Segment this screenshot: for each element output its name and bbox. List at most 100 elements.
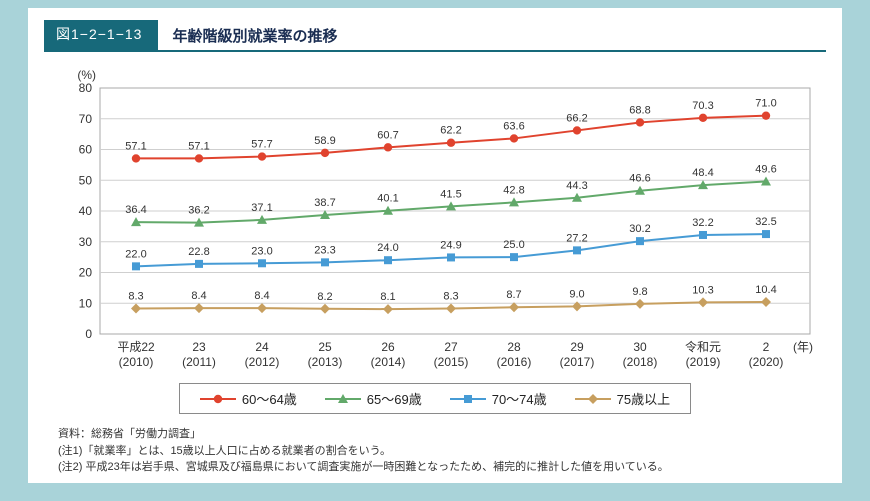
svg-text:20: 20 xyxy=(79,266,93,280)
data-label: 63.6 xyxy=(503,120,524,132)
figure-panel: 図1−2−1−13 年齢階級別就業率の推移 0 10 20 30 40 50 60 70 80(… xyxy=(28,8,842,483)
data-label: 66.2 xyxy=(566,112,587,124)
legend-marker-diamond xyxy=(574,393,611,404)
svg-text:0: 0 xyxy=(85,327,92,341)
svg-text:(2016): (2016) xyxy=(497,355,532,369)
legend-box: 60〜64歳 65〜69歳 70〜74歳 75歳以上 xyxy=(178,383,692,414)
series-65〜69歳: 36.4 36.2 37.1 38.7 40.1 41.5 42.8 44.3 46.6 48.4… xyxy=(125,163,777,227)
employment-rate-line-chart: 01020304050607080(%)平成22(2010)23(2011)24… xyxy=(77,68,813,369)
series-70〜74歳: 22.0 22.8 23.0 23.3 24.0 24.9 25.0 27.2 30.2 32.2… xyxy=(125,216,777,271)
data-label: 25.0 xyxy=(503,239,524,251)
svg-text:24: 24 xyxy=(255,340,269,354)
data-label: 68.8 xyxy=(629,104,650,116)
data-label: 62.2 xyxy=(440,125,461,137)
svg-text:令和元: 令和元 xyxy=(685,339,721,354)
data-label: 57.1 xyxy=(188,140,209,152)
note-1: (注1)「就業率」とは、15歳以上人口に占める就業者の割合をいう。 xyxy=(58,444,392,457)
y-unit-label: (%) xyxy=(77,68,96,82)
data-label: 10.4 xyxy=(755,284,776,296)
series-60〜64歳: 57.1 57.1 57.7 58.9 60.7 62.2 63.6 66.2 68.8 70.3… xyxy=(125,98,777,163)
svg-text:40: 40 xyxy=(79,204,93,218)
series-75歳以上: 8.3 8.4 8.4 8.2 8.1 8.3 8.7 9.0 9.8 10.3 10.4 xyxy=(128,284,777,315)
svg-text:23: 23 xyxy=(192,340,206,354)
data-label: 24.0 xyxy=(377,242,398,254)
legend-label: 60〜64歳 xyxy=(241,392,297,407)
svg-text:(2019): (2019) xyxy=(686,355,721,369)
legend-item: 65〜69歳 xyxy=(324,389,422,408)
figure-number-badge: 図1−2−1−13 xyxy=(44,20,159,50)
chart-legend: 60〜64歳 65〜69歳 70〜74歳 75歳以上 xyxy=(44,383,826,414)
data-label: 48.4 xyxy=(692,167,713,179)
svg-text:27: 27 xyxy=(444,340,458,354)
svg-text:(2011): (2011) xyxy=(182,355,216,369)
legend-marker-triangle xyxy=(324,393,361,403)
data-label: 42.8 xyxy=(503,184,524,196)
svg-text:60: 60 xyxy=(79,143,93,157)
svg-text:30: 30 xyxy=(633,340,647,354)
svg-text:平成22: 平成22 xyxy=(117,340,155,354)
figure-title: 年齢階級別就業率の推移 xyxy=(172,28,338,45)
data-label: 41.5 xyxy=(440,188,461,200)
source-note: 資料：総務省「労働力調査」 xyxy=(58,428,201,440)
data-label: 22.0 xyxy=(125,248,146,260)
data-label: 37.1 xyxy=(251,202,272,214)
y-axis-labels: 0 10 20 30 40 50 60 70 80 xyxy=(79,81,93,341)
data-label: 46.6 xyxy=(629,173,650,185)
x-axis-labels: 平成22(2010) 23(2011) 24(2012) 25(2013) 26 (201… xyxy=(117,339,783,369)
data-label: 44.3 xyxy=(566,180,587,192)
data-label: 8.3 xyxy=(443,290,458,302)
legend-label: 65〜69歳 xyxy=(366,392,422,407)
data-label: 32.2 xyxy=(692,217,713,229)
chart-area: 0 10 20 30 40 50 60 70 80 (%) 平成22 (2010) 23 (2011) 24… xyxy=(44,66,826,377)
data-label: 40.1 xyxy=(377,193,398,205)
svg-text:30: 30 xyxy=(79,235,93,249)
legend-label: 70〜74歳 xyxy=(491,392,547,407)
data-label: 24.9 xyxy=(440,239,461,251)
svg-text:28: 28 xyxy=(507,340,521,354)
data-label: 23.3 xyxy=(314,244,335,256)
svg-text:(2012): (2012) xyxy=(245,355,280,369)
legend-marker-circle xyxy=(199,394,236,403)
data-label: 22.8 xyxy=(188,246,209,258)
svg-text:10: 10 xyxy=(79,296,93,310)
data-label: 71.0 xyxy=(755,98,776,110)
legend-label: 75歳以上 xyxy=(616,392,671,407)
data-label: 9.8 xyxy=(632,286,647,298)
svg-text:70: 70 xyxy=(79,112,93,126)
data-label: 36.2 xyxy=(188,205,209,217)
data-label: 32.5 xyxy=(755,216,776,228)
data-label: 8.4 xyxy=(191,290,206,302)
data-label: 8.3 xyxy=(128,290,143,302)
svg-text:29: 29 xyxy=(570,340,584,354)
svg-text:25: 25 xyxy=(318,340,332,354)
data-label: 10.3 xyxy=(692,284,713,296)
data-label: 8.4 xyxy=(254,290,269,302)
data-label: 60.7 xyxy=(377,129,398,141)
svg-text:(2013): (2013) xyxy=(308,355,343,369)
data-label: 8.2 xyxy=(317,291,332,303)
data-label: 57.1 xyxy=(125,140,146,152)
svg-text:50: 50 xyxy=(79,173,93,187)
figure-header: 図1−2−1−13 年齢階級別就業率の推移 xyxy=(44,20,826,52)
svg-text:26: 26 xyxy=(381,340,395,354)
data-label: 30.2 xyxy=(629,223,650,235)
data-label: 23.0 xyxy=(251,245,272,257)
svg-text:(2020): (2020) xyxy=(749,355,784,369)
legend-item: 60〜64歳 xyxy=(199,389,297,408)
svg-text:(2015): (2015) xyxy=(434,355,469,369)
svg-text:(2010): (2010) xyxy=(119,355,154,369)
data-label: 38.7 xyxy=(314,197,335,209)
data-label: 8.1 xyxy=(380,291,395,303)
data-label: 70.3 xyxy=(692,100,713,112)
svg-text:(2017): (2017) xyxy=(560,355,595,369)
note-2: (注2) 平成23年は岩手県、宮城県及び福島県において調査実施が一時困難となった… xyxy=(58,461,669,473)
data-label: 57.7 xyxy=(251,139,272,151)
data-label: 58.9 xyxy=(314,135,335,147)
svg-text:80: 80 xyxy=(79,81,93,95)
svg-text:2: 2 xyxy=(763,340,770,354)
svg-text:(2018): (2018) xyxy=(623,355,658,369)
data-label: 27.2 xyxy=(566,232,587,244)
footnotes: 資料：総務省「労働力調査」 (注1)「就業率」とは、15歳以上人口に占める就業者… xyxy=(44,426,826,476)
legend-item: 75歳以上 xyxy=(574,389,671,408)
data-label: 36.4 xyxy=(125,204,146,216)
